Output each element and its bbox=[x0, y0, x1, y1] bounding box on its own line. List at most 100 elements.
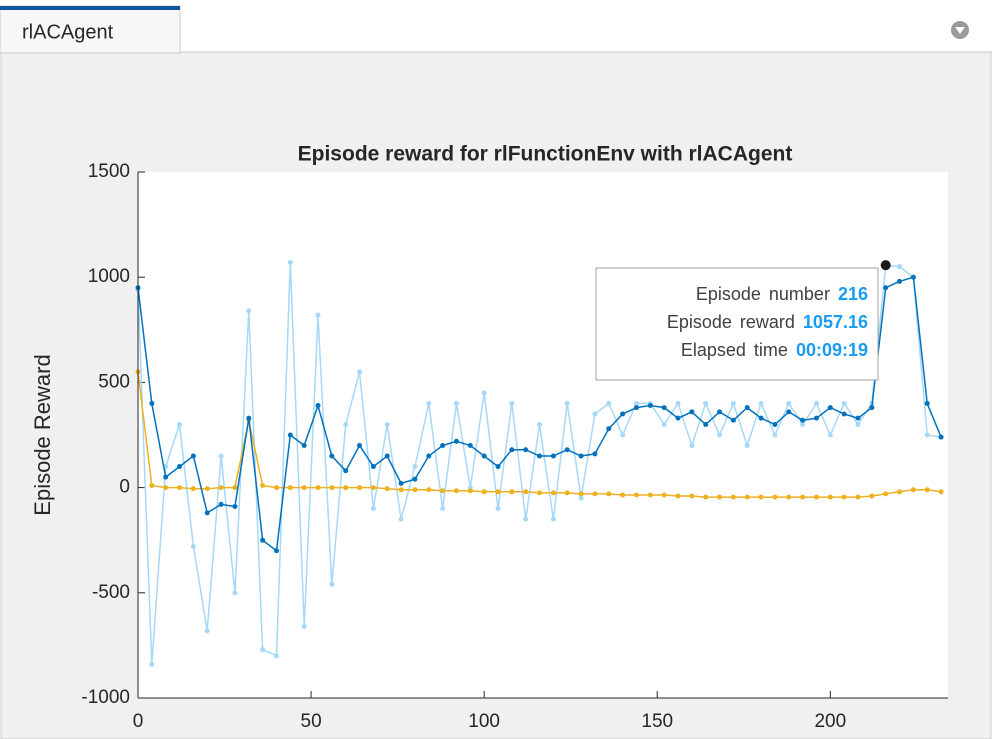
tooltip-box bbox=[595, 267, 879, 381]
data-point bbox=[689, 409, 695, 415]
y-tick-label: -1000 bbox=[81, 687, 130, 708]
tooltip-label: Episode reward bbox=[667, 312, 795, 332]
plot-area bbox=[138, 172, 948, 698]
data-point bbox=[883, 285, 889, 291]
data-point bbox=[897, 278, 903, 284]
data-point bbox=[924, 400, 930, 406]
data-point bbox=[813, 400, 819, 406]
data-point bbox=[453, 438, 459, 444]
data-point bbox=[578, 491, 584, 497]
data-point bbox=[343, 485, 349, 491]
data-point bbox=[827, 432, 833, 438]
data-point bbox=[758, 494, 764, 500]
data-point bbox=[910, 487, 916, 493]
data-point bbox=[938, 434, 944, 440]
tooltip-label: Elapsed time bbox=[681, 340, 788, 360]
data-point bbox=[426, 487, 432, 493]
data-point bbox=[329, 581, 335, 587]
y-axis-label: Episode Reward bbox=[30, 354, 55, 515]
data-point bbox=[550, 490, 556, 496]
data-point bbox=[578, 495, 584, 501]
data-point bbox=[661, 405, 667, 411]
data-point bbox=[273, 485, 279, 491]
data-point bbox=[730, 417, 736, 423]
data-point bbox=[440, 443, 446, 449]
data-point bbox=[481, 390, 487, 396]
y-tick-label: 1500 bbox=[88, 161, 130, 182]
data-point bbox=[786, 494, 792, 500]
data-point bbox=[703, 421, 709, 427]
data-point bbox=[273, 548, 279, 554]
data-point bbox=[730, 400, 736, 406]
data-point bbox=[426, 453, 432, 459]
data-point bbox=[703, 400, 709, 406]
y-tick-label: 500 bbox=[98, 371, 130, 392]
data-point bbox=[633, 492, 639, 498]
data-point bbox=[232, 504, 238, 510]
data-point bbox=[786, 409, 792, 415]
data-point bbox=[537, 421, 543, 427]
data-point bbox=[689, 493, 695, 499]
data-point bbox=[620, 492, 626, 498]
data-point bbox=[813, 415, 819, 421]
data-point bbox=[398, 480, 404, 486]
data-point bbox=[523, 516, 529, 522]
data-point bbox=[509, 447, 515, 453]
data-point bbox=[204, 486, 210, 492]
data-point bbox=[717, 432, 723, 438]
data-point bbox=[606, 491, 612, 497]
data-point bbox=[827, 405, 833, 411]
data-point bbox=[592, 411, 598, 417]
data-point bbox=[578, 453, 584, 459]
data-point bbox=[357, 369, 363, 375]
data-point bbox=[398, 487, 404, 493]
data-point bbox=[592, 451, 598, 457]
data-point bbox=[800, 421, 806, 427]
data-point bbox=[869, 493, 875, 499]
data-point bbox=[813, 494, 819, 500]
highlight-point bbox=[880, 260, 891, 271]
data-point bbox=[287, 485, 293, 491]
data-point bbox=[897, 264, 903, 270]
data-point bbox=[537, 490, 543, 496]
data-point bbox=[301, 623, 307, 629]
data-point bbox=[246, 415, 252, 421]
data-point bbox=[800, 417, 806, 423]
tab[interactable] bbox=[0, 5, 181, 54]
data-point bbox=[149, 482, 155, 488]
data-point bbox=[717, 494, 723, 500]
data-point bbox=[924, 487, 930, 493]
data-point bbox=[744, 494, 750, 500]
chart-title: Episode reward for rlFunctionEnv with rl… bbox=[298, 143, 793, 166]
data-point bbox=[675, 400, 681, 406]
tab-label[interactable]: rlACAgent bbox=[22, 21, 114, 43]
data-point bbox=[357, 443, 363, 449]
data-point bbox=[370, 506, 376, 512]
data-point bbox=[786, 400, 792, 406]
data-point bbox=[620, 432, 626, 438]
data-point bbox=[717, 409, 723, 415]
data-point bbox=[564, 447, 570, 453]
data-point bbox=[481, 489, 487, 495]
data-point bbox=[869, 405, 875, 411]
data-point bbox=[744, 443, 750, 449]
data-point bbox=[287, 259, 293, 265]
x-tick-label: 100 bbox=[468, 711, 500, 732]
data-point bbox=[703, 494, 709, 500]
data-point bbox=[606, 426, 612, 432]
data-point bbox=[467, 443, 473, 449]
data-point bbox=[301, 485, 307, 491]
data-point bbox=[537, 453, 543, 459]
data-point bbox=[204, 628, 210, 634]
data-point bbox=[343, 421, 349, 427]
data-point bbox=[384, 486, 390, 492]
data-point bbox=[315, 312, 321, 318]
data-point bbox=[772, 494, 778, 500]
x-tick-label: 50 bbox=[301, 711, 322, 732]
data-point bbox=[924, 432, 930, 438]
data-point bbox=[467, 488, 473, 494]
data-point bbox=[661, 421, 667, 427]
data-point bbox=[218, 453, 224, 459]
data-point bbox=[190, 453, 196, 459]
data-point bbox=[550, 453, 556, 459]
